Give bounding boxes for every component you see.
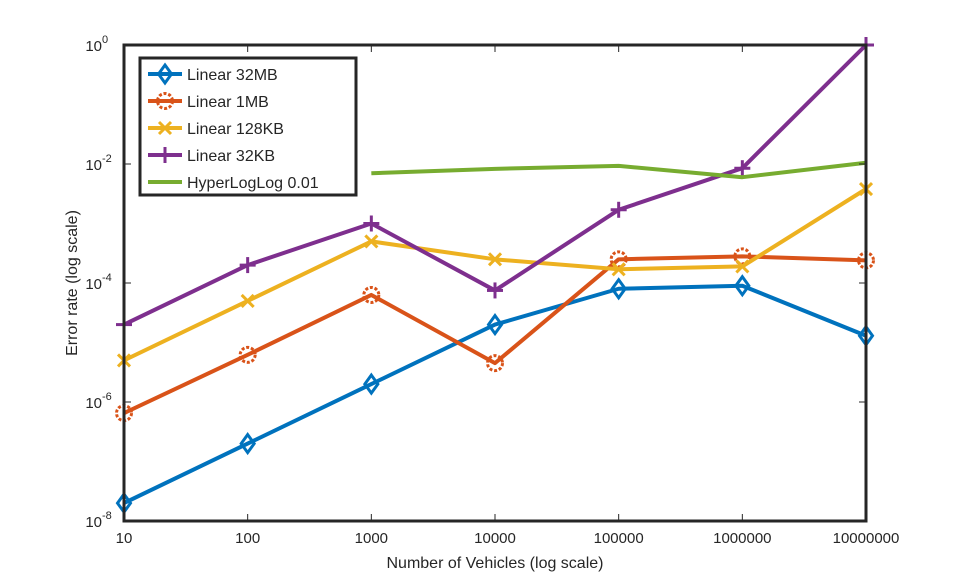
circle-marker	[486, 354, 504, 373]
legend-item: Linear 32MB	[148, 62, 278, 86]
series-3	[116, 181, 874, 368]
x-marker-stroke	[611, 262, 626, 277]
plus-marker	[157, 147, 173, 163]
legend-label: Linear 1MB	[187, 94, 269, 111]
legend-label: Linear 32MB	[187, 67, 278, 84]
x-marker	[735, 259, 750, 274]
circle-marker	[362, 285, 381, 304]
x-tick-label: 10	[116, 530, 133, 547]
series-line	[371, 160, 867, 180]
x-tick-label: 1000000	[713, 530, 771, 547]
circle-marker	[156, 92, 174, 110]
diamond-marker	[486, 313, 504, 337]
x-marker	[364, 234, 379, 249]
legend-label: Linear 32KB	[187, 148, 275, 165]
diamond-marker	[362, 372, 380, 396]
y-tick-label: 10 -6	[85, 391, 111, 412]
y-tick-exponent: -4	[102, 272, 112, 284]
plus-marker	[487, 282, 503, 299]
legend-item: Linear 128KB	[148, 120, 284, 138]
x-tick-label: 10000000	[833, 530, 900, 547]
y-axis-label: Error rate (log scale)	[64, 210, 81, 356]
plus-marker	[610, 201, 627, 218]
y-tick-exponent: -8	[102, 510, 112, 522]
y-tick-base: 10	[85, 514, 102, 531]
x-marker-stroke	[157, 120, 173, 136]
x-marker	[487, 252, 503, 267]
y-tick-exponent: -6	[102, 391, 112, 403]
y-tick-label: 10 0	[85, 34, 108, 55]
series-line	[123, 254, 867, 415]
legend-label: HyperLogLog 0.01	[187, 175, 319, 192]
circle-marker	[609, 250, 628, 269]
y-tick-base: 10	[85, 276, 102, 293]
series-5	[371, 160, 867, 180]
plus-marker	[239, 257, 256, 274]
x-tick-label: 10000	[474, 530, 516, 547]
circle-marker	[733, 247, 752, 266]
y-tick-label: 10 -8	[85, 510, 111, 531]
plot-frame	[122, 43, 868, 523]
legend-item: HyperLogLog 0.01	[148, 175, 319, 192]
x-tick-label: 1000	[355, 530, 388, 547]
legend: Linear 32MB Linear 1MB Linear 128KB Linear …	[138, 56, 358, 197]
x-marker-stroke	[240, 293, 255, 308]
diamond-marker	[239, 432, 257, 456]
y-tick-base: 10	[85, 38, 102, 55]
x-tick-labels: 10 100 1000 10000 100000 1000000 10000000	[116, 530, 900, 547]
x-tick-label: 100	[235, 530, 260, 547]
y-tick-label: 10 -2	[85, 153, 111, 174]
x-marker	[157, 120, 173, 136]
diamond-marker	[733, 274, 751, 298]
y-tick-exponent: -2	[102, 153, 112, 165]
x-marker-stroke	[735, 259, 750, 274]
series-4	[116, 37, 874, 333]
x-axis-label: Number of Vehicles (log scale)	[387, 555, 604, 572]
plus-marker	[734, 160, 751, 177]
series-line	[123, 283, 867, 505]
legend-item: Linear 1MB	[148, 92, 269, 111]
diamond-marker	[610, 277, 628, 301]
x-marker	[240, 293, 255, 308]
legend-label: Linear 128KB	[187, 121, 284, 138]
y-tick-base: 10	[85, 395, 102, 412]
y-tick-exponent: 0	[102, 34, 108, 46]
plus-marker	[363, 215, 380, 232]
x-marker-stroke	[487, 252, 503, 267]
y-tick-label: 10 -4	[85, 272, 111, 293]
x-tick-label: 100000	[594, 530, 644, 547]
circle-marker	[238, 345, 257, 364]
legend-item: Linear 32KB	[148, 147, 275, 165]
diamond-marker	[156, 62, 174, 86]
x-marker-stroke	[364, 234, 379, 249]
y-tick-base: 10	[85, 157, 102, 174]
x-marker	[611, 262, 626, 277]
